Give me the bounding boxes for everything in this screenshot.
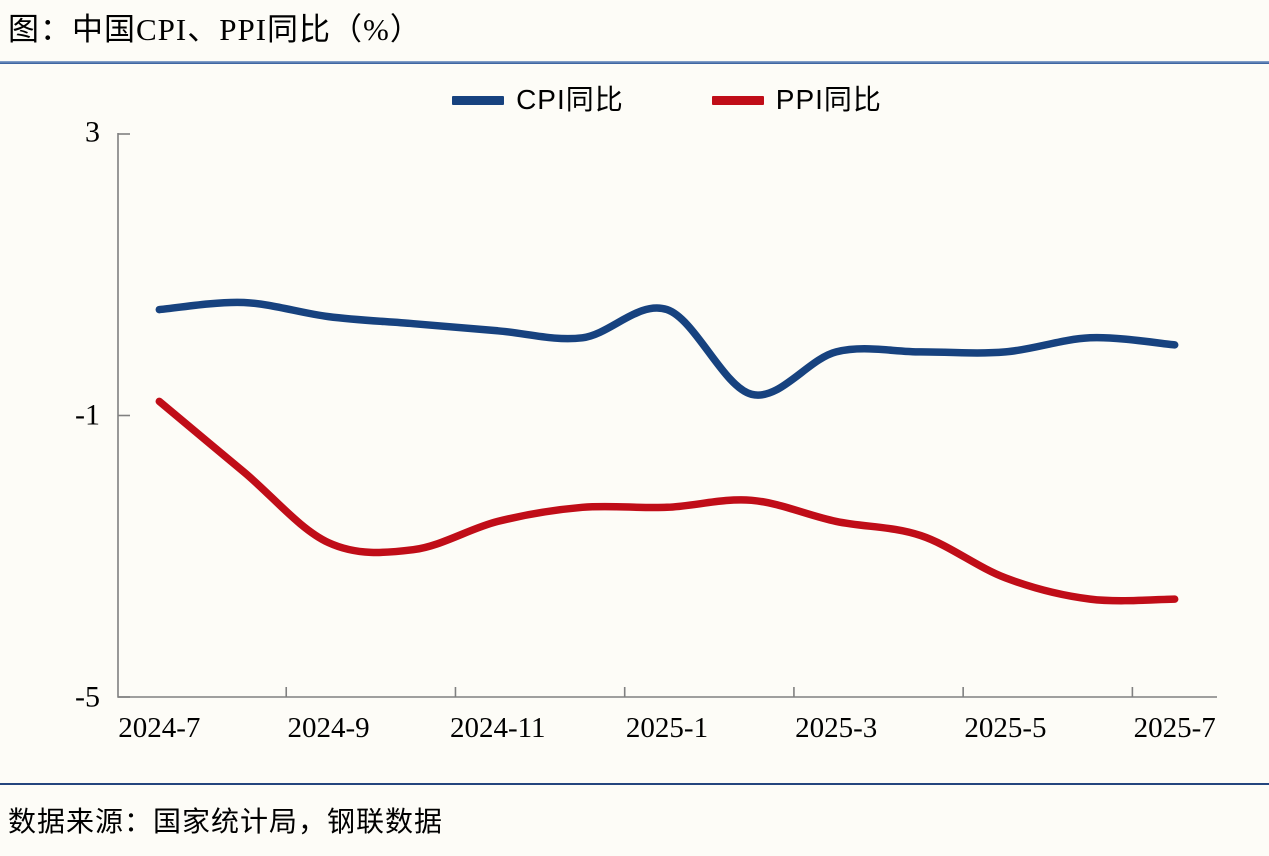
- source-text: 数据来源：国家统计局，钢联数据: [8, 807, 444, 838]
- legend: CPI同比 PPI同比: [117, 82, 1217, 118]
- x-tick-label-2025-5: 2025-5: [964, 712, 1047, 744]
- x-tick-label-2025-1: 2025-1: [625, 712, 709, 744]
- axis-lines: [117, 133, 1217, 698]
- y-tick-label-neg1: -1: [75, 397, 100, 431]
- title-separator: [0, 61, 1269, 64]
- ppi-data-line: [155, 397, 1179, 605]
- x-tick-label-2024-11: 2024-11: [449, 712, 546, 744]
- x-tick-label-2025-7: 2025-7: [1133, 712, 1216, 744]
- y-tick-label-neg5: -5: [75, 680, 100, 714]
- plot-area: [117, 133, 1217, 698]
- cpi-legend-label: CPI同比: [516, 84, 624, 115]
- source-separator: [0, 783, 1269, 785]
- x-tick-label-2025-3: 2025-3: [795, 712, 878, 744]
- x-axis-tick-labels: 2024-7 2024-9 2024-11 2025-1 2025-3 2025…: [117, 712, 1217, 754]
- cpi-data-line: [155, 298, 1179, 399]
- y-tick-label-3: 3: [85, 115, 100, 149]
- ppi-legend-label: PPI同比: [775, 84, 882, 115]
- chart-canvas: [117, 133, 1217, 698]
- page-title: 图：中国CPI、PPI同比（%）: [8, 12, 422, 47]
- x-tick-label-2024-7: 2024-7: [118, 712, 201, 744]
- legend-item-cpi: CPI同比: [452, 84, 624, 116]
- ppi-line-swatch-icon: [711, 95, 764, 105]
- cpi-line-swatch-icon: [452, 95, 505, 105]
- y-axis-tick-labels: 3 -1 -5: [0, 115, 100, 713]
- x-tick-label-2024-9: 2024-9: [287, 712, 370, 744]
- legend-item-ppi: PPI同比: [711, 84, 882, 116]
